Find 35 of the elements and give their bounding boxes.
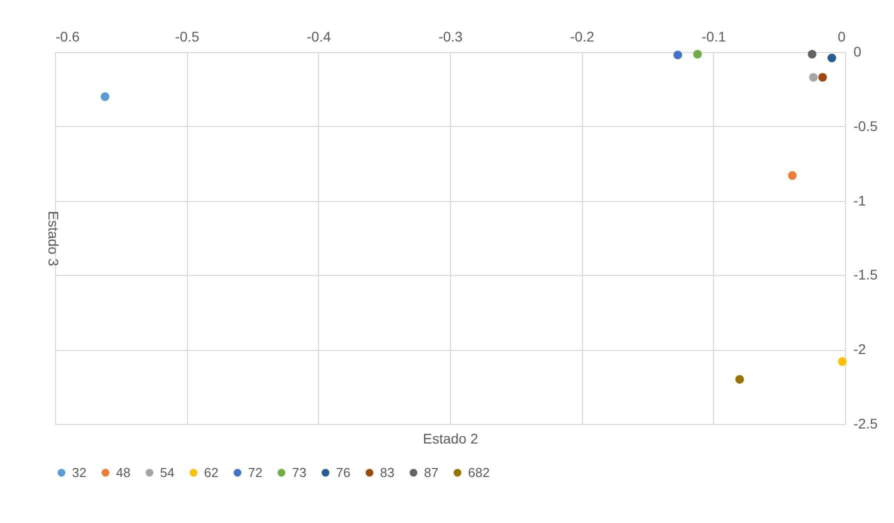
- legend-label: 54: [160, 464, 174, 480]
- point: [693, 50, 702, 59]
- x-tick-label: -0.3: [438, 28, 463, 44]
- legend-label: 83: [380, 464, 394, 480]
- legend-label: 73: [292, 464, 306, 480]
- y-tick-label: 0: [854, 44, 862, 60]
- point: [808, 50, 816, 59]
- point: [818, 72, 827, 82]
- point: [788, 171, 797, 180]
- legend-label: 682: [468, 464, 490, 480]
- y-tick-label: -1: [854, 192, 866, 208]
- point: [838, 357, 847, 366]
- legend-label: 32: [72, 464, 86, 480]
- y-tick-label: -2.5: [854, 416, 878, 432]
- x-tick-label: 0: [838, 28, 846, 44]
- y-tick-label: -1.5: [854, 266, 878, 283]
- x-tick-label: -0.6: [56, 28, 80, 44]
- legend-label: 62: [204, 464, 218, 480]
- y-tick-label: -2: [854, 341, 866, 358]
- x-tick-label: -0.2: [570, 28, 594, 44]
- x-tick-label: -0.4: [306, 28, 332, 44]
- legend-label: 48: [116, 464, 130, 480]
- y-tick-label: -0.5: [854, 118, 878, 134]
- legend-label: 76: [336, 464, 350, 480]
- x-tick-label: -0.5: [175, 28, 200, 44]
- y-axis-title: Estado 3: [46, 210, 62, 266]
- x-tick-label: -0.1: [702, 28, 726, 44]
- point: [673, 50, 682, 60]
- point: [100, 92, 110, 101]
- x-axis-title: Estado 2: [422, 430, 478, 446]
- point: [809, 72, 818, 82]
- legend-label: 87: [424, 464, 438, 480]
- point: [735, 375, 744, 384]
- legend-label: 72: [248, 464, 262, 480]
- point: [828, 54, 836, 62]
